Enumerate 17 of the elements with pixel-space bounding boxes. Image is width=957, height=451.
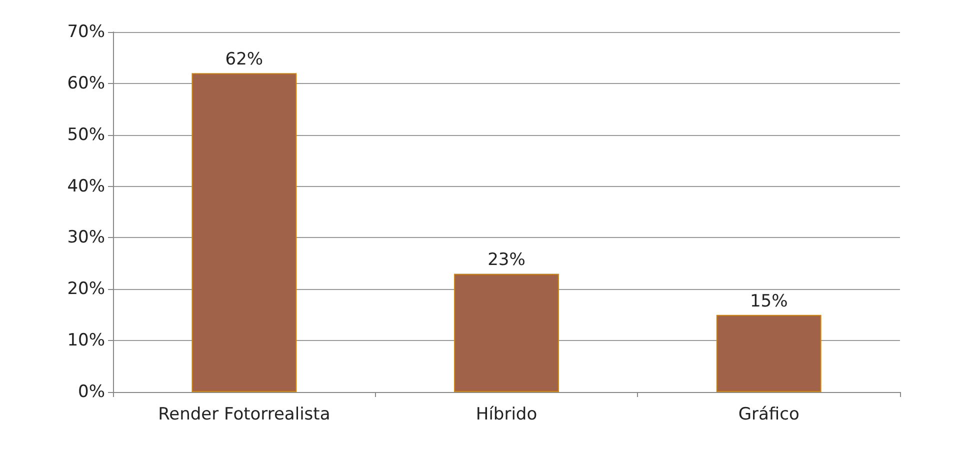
x-tick-label: Híbrido — [476, 404, 538, 424]
y-tick-label: 60% — [67, 73, 105, 94]
y-tick-label: 10% — [67, 330, 105, 351]
y-tick-label: 20% — [67, 279, 105, 300]
bar — [454, 274, 559, 392]
data-label: 23% — [488, 250, 526, 270]
bar — [716, 314, 822, 392]
data-label: 62% — [225, 50, 264, 70]
bar — [192, 73, 297, 392]
y-tick-label: 50% — [67, 124, 105, 145]
y-tick-label: 40% — [67, 176, 105, 196]
data-label: 15% — [750, 291, 788, 312]
x-tick-label: Render Fotorrealista — [158, 404, 330, 424]
y-tick-label: 70% — [67, 22, 105, 42]
x-tick-label: Gráfico — [738, 404, 800, 424]
y-tick-label: 30% — [67, 228, 105, 248]
y-tick-label: 0% — [78, 382, 105, 402]
